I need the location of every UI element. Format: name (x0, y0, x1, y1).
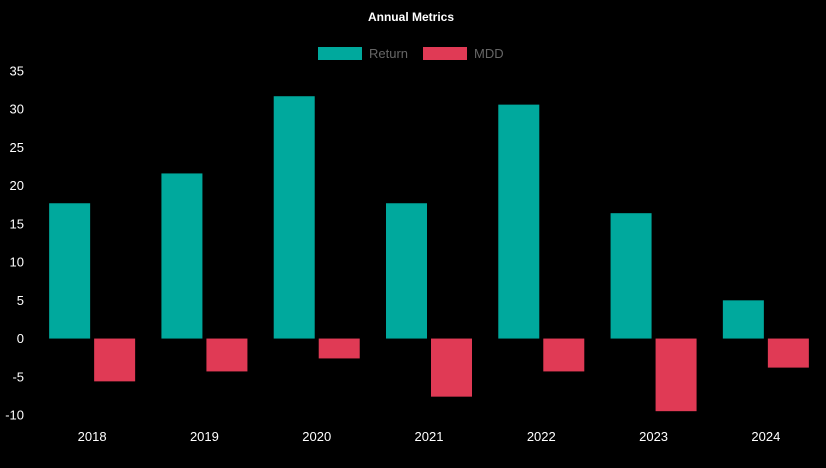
x-tick-label: 2023 (639, 429, 668, 444)
bar-return-2018[interactable] (49, 203, 91, 339)
bar-return-2021[interactable] (386, 203, 427, 339)
bar-return-2019[interactable] (161, 173, 203, 339)
bar-mdd-2024[interactable] (767, 338, 809, 368)
legend-swatch-return (318, 47, 362, 60)
x-tick-label: 2020 (302, 429, 331, 444)
y-tick-label: 25 (10, 140, 24, 155)
bar-mdd-2018[interactable] (94, 338, 136, 382)
x-tick-label: 2019 (190, 429, 219, 444)
y-tick-label: -10 (5, 408, 24, 423)
x-tick-label: 2022 (527, 429, 556, 444)
y-tick-label: 15 (10, 216, 24, 231)
y-tick-label: 0 (17, 331, 24, 346)
y-axis: -10 -5 0 5 10 15 20 25 30 35 (5, 64, 24, 423)
legend-item-mdd[interactable]: MDD (423, 46, 504, 61)
legend-item-return[interactable]: Return (318, 46, 408, 61)
legend-swatch-mdd (423, 47, 467, 60)
legend-label-return: Return (369, 46, 408, 61)
bar-mdd-2021[interactable] (431, 338, 472, 397)
bar-return-2022[interactable] (498, 104, 540, 339)
y-tick-label: 5 (17, 293, 24, 308)
bar-return-2024[interactable] (722, 300, 764, 339)
y-tick-label: 30 (10, 102, 24, 117)
bar-mdd-2022[interactable] (543, 338, 585, 372)
bar-mdd-2019[interactable] (206, 338, 248, 372)
bar-mdd-2023[interactable] (655, 338, 697, 412)
bar-return-2020[interactable] (273, 96, 315, 339)
legend-label-mdd: MDD (474, 46, 504, 61)
bar-return-2023[interactable] (610, 213, 652, 339)
y-tick-label: 20 (10, 178, 24, 193)
x-tick-label: 2018 (78, 429, 107, 444)
bars (49, 96, 809, 412)
bar-mdd-2020[interactable] (318, 338, 360, 359)
y-tick-label: -5 (12, 369, 24, 384)
chart-title: Annual Metrics (368, 10, 454, 24)
y-tick-label: 10 (10, 255, 24, 270)
y-tick-label: 35 (10, 64, 24, 79)
x-axis: 2018 2019 2020 2021 2022 2023 2024 (78, 429, 781, 444)
x-tick-label: 2024 (751, 429, 780, 444)
legend: Return MDD (318, 46, 504, 61)
x-tick-label: 2021 (415, 429, 444, 444)
